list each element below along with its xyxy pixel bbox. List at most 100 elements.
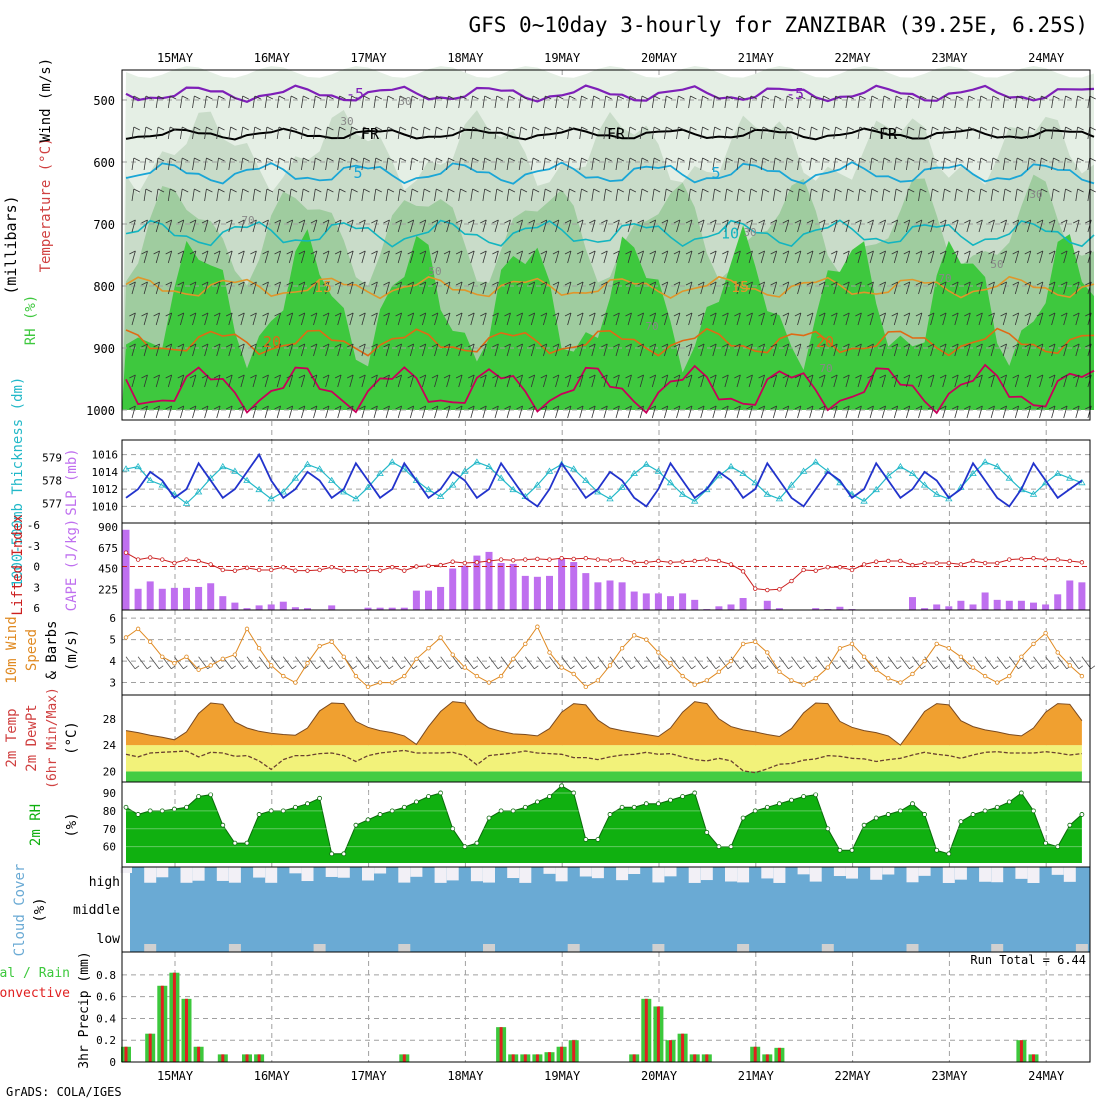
- ylabel-3hr-precip: 3hr Precip (mm): [77, 951, 92, 1068]
- surface-wind-barb-flag: [594, 665, 600, 670]
- wind-barb: [204, 95, 207, 109]
- surface-wind-barb: [948, 656, 959, 670]
- wind-barb: [252, 312, 257, 326]
- wind-barb: [313, 281, 318, 295]
- wind-barb-flag: [758, 374, 765, 379]
- thickness-series-point: [1066, 474, 1074, 481]
- wind-barb-flag: [262, 250, 269, 255]
- wind-barb-flag: [141, 343, 148, 348]
- wind-barb-flag: [980, 95, 987, 100]
- wind-barb-flag: [666, 157, 673, 162]
- wind-barb-flag: [883, 126, 891, 131]
- wind-barb-flag: [794, 343, 802, 348]
- surface-wind-barb-flag: [546, 665, 551, 670]
- wind-barb: [736, 95, 740, 109]
- wind-barb-flag: [1073, 250, 1080, 255]
- wind-barb-flag: [169, 188, 177, 193]
- wind-barb-flag: [516, 250, 523, 255]
- wind-barb-flag: [431, 405, 439, 410]
- wind-barb-flag: [334, 281, 342, 286]
- wind-barb: [228, 219, 233, 233]
- surface-wind-barb: [754, 656, 765, 670]
- wind-barb-flag: [266, 126, 274, 131]
- thickness-series-point: [146, 476, 154, 483]
- wind-speed-series-point: [256, 646, 262, 651]
- surface-wind-barb: [524, 656, 535, 670]
- wind-barb: [833, 157, 836, 171]
- wind-barb: [301, 188, 304, 202]
- wind-barb: [785, 188, 788, 202]
- thickness-series-point: [509, 485, 517, 493]
- wind-barb-flag: [806, 281, 814, 286]
- thickness-series-point: [448, 481, 457, 488]
- surface-wind-barb-flag: [909, 665, 914, 670]
- wind-barb-flag: [1004, 95, 1012, 100]
- lifted-index-series-point: [220, 567, 225, 573]
- wind-barb-flag: [1065, 188, 1072, 193]
- wind-barb-flag: [375, 95, 382, 100]
- wind-barb: [579, 281, 584, 295]
- wind-barb: [458, 312, 463, 326]
- wind-barb: [651, 250, 657, 264]
- wind-barb-flag: [855, 219, 862, 224]
- cape-bar: [546, 575, 553, 610]
- precip-convective-bar: [765, 1054, 769, 1062]
- wind-barb: [809, 281, 814, 295]
- wind-barb-flag: [617, 126, 624, 131]
- wind-barb: [676, 374, 681, 388]
- surface-wind-barb-flag: [376, 665, 382, 670]
- wind-barb-flag: [835, 126, 842, 131]
- wind-barb-flag: [250, 374, 257, 379]
- wind-barb-flag: [932, 157, 939, 162]
- wind-barb: [240, 312, 245, 326]
- thickness-series-point: [231, 467, 239, 474]
- wind-barb: [615, 374, 620, 388]
- wind-barb: [664, 95, 667, 109]
- lifted-index-series-point: [571, 556, 576, 562]
- wind-barb: [543, 374, 548, 388]
- wind-barb: [1051, 281, 1056, 295]
- wind-barb-flag: [395, 374, 402, 379]
- lifted-index-series-point: [511, 558, 516, 563]
- wind-barb-flag: [520, 188, 528, 193]
- wind-barb-flag: [455, 281, 463, 286]
- wind-barb: [530, 157, 534, 171]
- wind-barb: [337, 343, 342, 357]
- wind-barb: [155, 157, 159, 171]
- wind-barb: [543, 343, 548, 357]
- rh-series-point: [934, 847, 940, 853]
- wind-barb-flag: [1089, 95, 1096, 100]
- wind-barb-flag: [387, 95, 395, 100]
- wind-barb-flag: [310, 405, 318, 410]
- wind-barb-flag: [666, 126, 673, 131]
- wind-barb: [664, 188, 667, 202]
- lifted-index-series-point: [898, 558, 903, 564]
- wind-barb: [1063, 157, 1066, 171]
- cape-bar: [775, 608, 783, 610]
- wind-barb: [651, 281, 657, 295]
- wind-barb-flag: [359, 405, 366, 410]
- rh-series-point: [510, 808, 516, 814]
- wind-barb: [1002, 250, 1007, 264]
- wind-barb-flag: [455, 343, 463, 348]
- wind-barb: [676, 126, 679, 140]
- wind-barb-flag: [424, 188, 431, 193]
- cape-bar: [654, 593, 662, 610]
- wind-barb-flag: [952, 281, 959, 286]
- rh-series-point: [196, 794, 202, 799]
- thickness-series-point: [182, 499, 191, 506]
- wind-barb-flag: [770, 281, 777, 286]
- contour-label: 5: [353, 164, 362, 182]
- wind-barb-flag: [903, 343, 910, 348]
- wind-barb-flag: [1036, 374, 1044, 379]
- wind-barb: [204, 312, 209, 326]
- cloud-gap-high: [725, 867, 737, 882]
- wind-barb: [530, 188, 534, 202]
- wind-barb-flag: [407, 250, 414, 255]
- wind-barb: [748, 95, 752, 109]
- wind-barb-flag: [359, 281, 366, 286]
- wind-barb-flag: [552, 250, 560, 255]
- wind-barb-flag: [557, 126, 564, 131]
- ylabel-cape: CAPE (J/kg): [64, 519, 80, 612]
- cloud-gap-low: [398, 944, 411, 952]
